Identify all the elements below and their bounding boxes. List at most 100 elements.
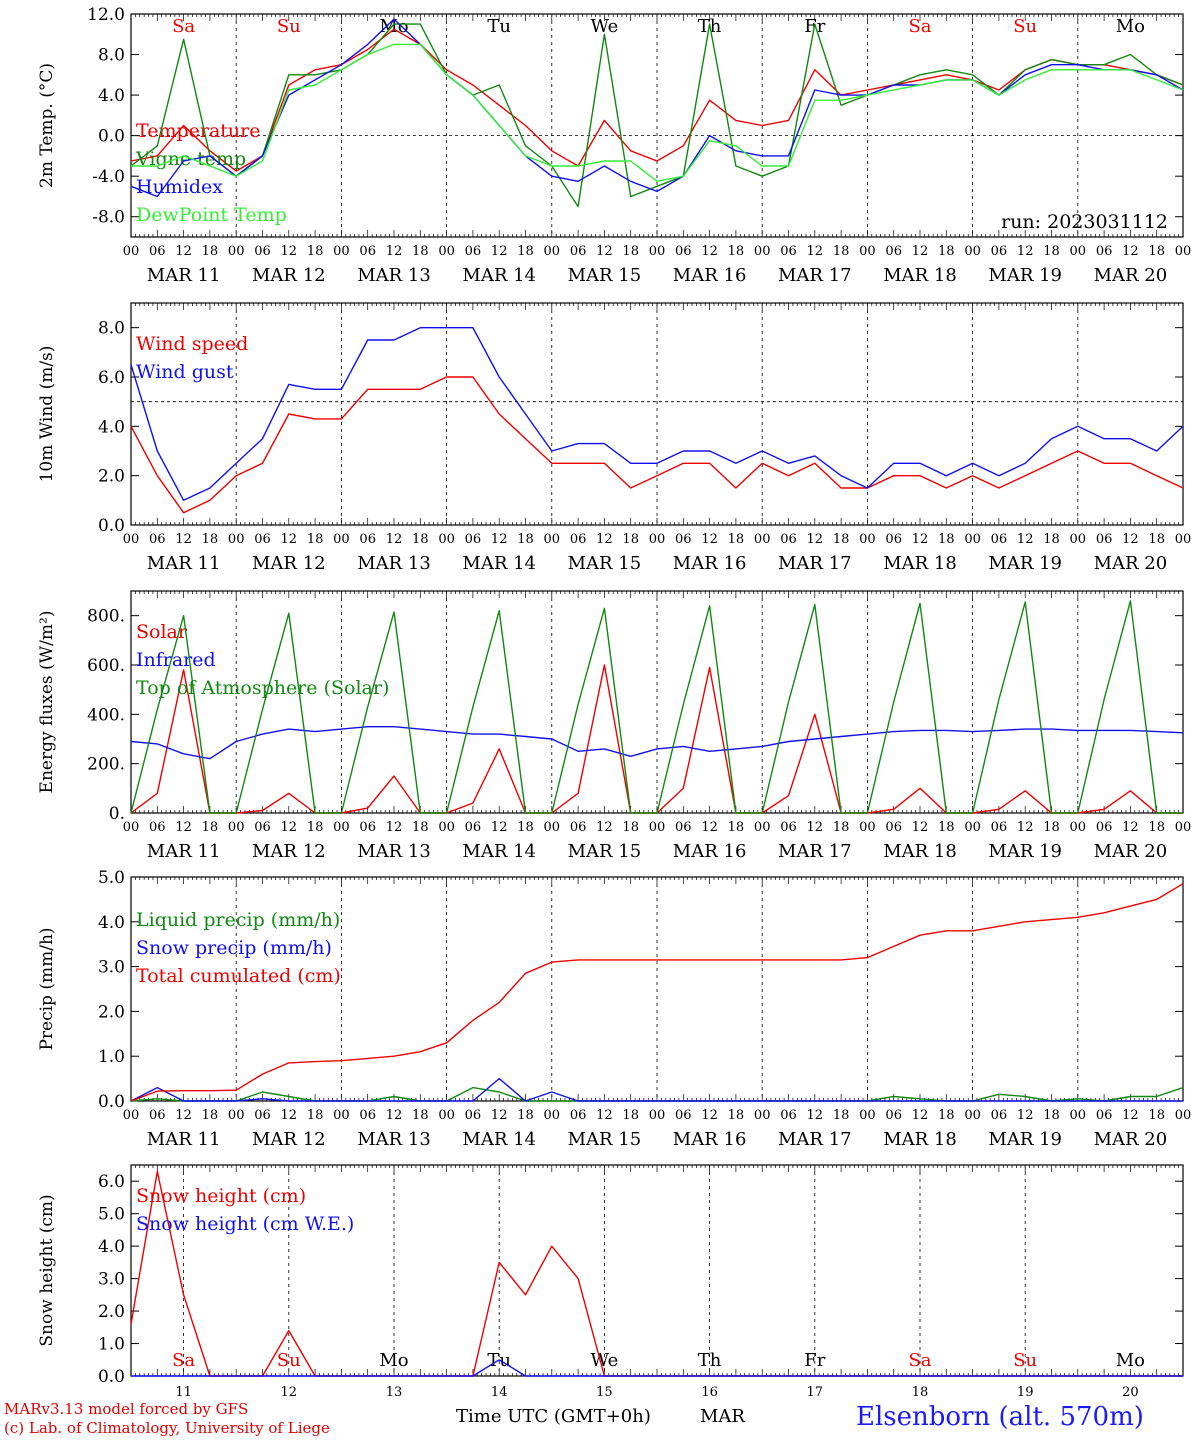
legend-entry: Solar: [136, 621, 188, 643]
y-tick-label: 8.0: [98, 46, 125, 66]
x-hour-label: 12: [596, 820, 613, 835]
series-line-red: [130, 376, 1184, 514]
day-name-label: Tu: [487, 16, 511, 37]
x-hour-label: 18: [1148, 1108, 1165, 1123]
x-hour-label: 06: [780, 244, 797, 259]
day-name-label: Su: [277, 1350, 301, 1371]
y-tick-label: 1.0: [98, 1335, 125, 1355]
x-date-label: MAR 15: [568, 553, 642, 574]
x-hour-label: 00: [1070, 820, 1087, 835]
x-hour-label: 12: [281, 1108, 298, 1123]
y-tick-label: 3.0: [98, 958, 125, 978]
x-hour-label: 18: [1043, 244, 1060, 259]
x-date-label: MAR 20: [1094, 265, 1168, 286]
x-hour-label: 12: [912, 1108, 929, 1123]
x-date-label: MAR 19: [988, 841, 1062, 862]
x-hour-label: 12: [596, 1108, 613, 1123]
x-date-label: MAR 20: [1094, 553, 1168, 574]
x-hour-label: 12: [281, 244, 298, 259]
x-day-number: 20: [1122, 1385, 1139, 1400]
x-date-label: MAR 18: [883, 841, 957, 862]
x-hour-label: 06: [254, 820, 271, 835]
x-hour-label: 18: [1043, 1108, 1060, 1123]
y-tick-label: 800.: [87, 607, 125, 627]
x-axis-title: Time UTC (GMT+0h): [456, 1406, 651, 1427]
x-hour-label: 00: [438, 820, 455, 835]
x-hour-label: 00: [438, 244, 455, 259]
x-hour-label: 00: [123, 1108, 140, 1123]
x-hour-label: 00: [859, 1108, 876, 1123]
series-line-blue: [131, 1359, 1183, 1377]
x-hour-label: 00: [754, 1108, 771, 1123]
x-date-label: MAR 19: [988, 265, 1062, 286]
legend-entry: Total cumulated (cm): [136, 965, 341, 987]
x-hour-label: 12: [281, 820, 298, 835]
x-hour-label: 12: [175, 244, 192, 259]
legend-entry: Snow height (cm): [136, 1185, 306, 1207]
x-hour-label: 06: [359, 820, 376, 835]
x-hour-label: 06: [885, 820, 902, 835]
x-date-label: MAR 14: [462, 265, 536, 286]
series-line-blue: [130, 327, 1184, 501]
legend-entry: Top of Atmosphere (Solar): [136, 677, 389, 699]
x-hour-label: 00: [754, 532, 771, 547]
x-hour-label: 12: [491, 532, 508, 547]
x-hour-label: 18: [202, 1108, 219, 1123]
x-date-label: MAR 17: [778, 265, 852, 286]
x-date-label: MAR 18: [883, 1129, 957, 1150]
x-date-label: MAR 16: [673, 1129, 747, 1150]
y-tick-label: 5.0: [98, 1205, 125, 1225]
x-hour-label: 06: [991, 532, 1008, 547]
x-hour-label: 00: [228, 532, 245, 547]
y-tick-label: 3.0: [98, 1270, 125, 1290]
x-hour-label: 00: [859, 244, 876, 259]
x-hour-label: 00: [228, 1108, 245, 1123]
day-name-label: Sa: [908, 16, 931, 37]
x-date-label: MAR 12: [252, 553, 326, 574]
x-hour-label: 06: [149, 820, 166, 835]
x-hour-label: 06: [885, 1108, 902, 1123]
x-hour-label: 12: [596, 244, 613, 259]
x-hour-label: 12: [491, 820, 508, 835]
y-tick-label: 4.0: [98, 1237, 125, 1257]
day-name-label: Mo: [379, 1350, 408, 1371]
x-hour-label: 00: [1070, 244, 1087, 259]
x-hour-label: 06: [465, 1108, 482, 1123]
x-hour-label: 18: [1148, 244, 1165, 259]
x-hour-label: 18: [938, 1108, 955, 1123]
x-hour-label: 18: [833, 532, 850, 547]
x-hour-label: 18: [412, 244, 429, 259]
y-tick-label: 2.0: [98, 1002, 125, 1022]
station-label: Elsenborn (alt. 570m): [856, 1402, 1144, 1432]
x-date-label: MAR 12: [252, 1129, 326, 1150]
x-hour-label: 18: [622, 532, 639, 547]
x-hour-label: 06: [1096, 244, 1113, 259]
x-hour-label: 06: [780, 820, 797, 835]
x-hour-label: 06: [675, 532, 692, 547]
x-hour-label: 00: [754, 244, 771, 259]
y-axis-title: Energy fluxes (W/m²): [37, 611, 57, 794]
x-hour-label: 06: [675, 820, 692, 835]
x-hour-label: 00: [123, 820, 140, 835]
legend-entry: Wind speed: [136, 333, 248, 355]
x-hour-label: 12: [281, 532, 298, 547]
y-tick-label: 1.0: [98, 1047, 125, 1067]
y-axis-title: 2m Temp. (°C): [37, 63, 57, 188]
x-day-number: 17: [807, 1385, 824, 1400]
x-hour-label: 18: [833, 820, 850, 835]
x-hour-label: 00: [438, 532, 455, 547]
x-hour-label: 06: [465, 820, 482, 835]
x-hour-label: 00: [1175, 532, 1192, 547]
y-tick-label: 0.0: [98, 1367, 125, 1387]
y-tick-label: 0.0: [98, 127, 125, 147]
x-date-label: MAR 17: [778, 1129, 852, 1150]
x-hour-label: 00: [544, 244, 561, 259]
x-hour-label: 18: [1148, 532, 1165, 547]
y-tick-label: -8.0: [92, 208, 125, 228]
series-line-blue: [130, 18, 1184, 198]
x-hour-label: 12: [701, 244, 718, 259]
x-hour-label: 00: [438, 1108, 455, 1123]
y-tick-label: 0.: [109, 804, 125, 824]
x-hour-label: 06: [149, 244, 166, 259]
x-hour-label: 06: [465, 244, 482, 259]
